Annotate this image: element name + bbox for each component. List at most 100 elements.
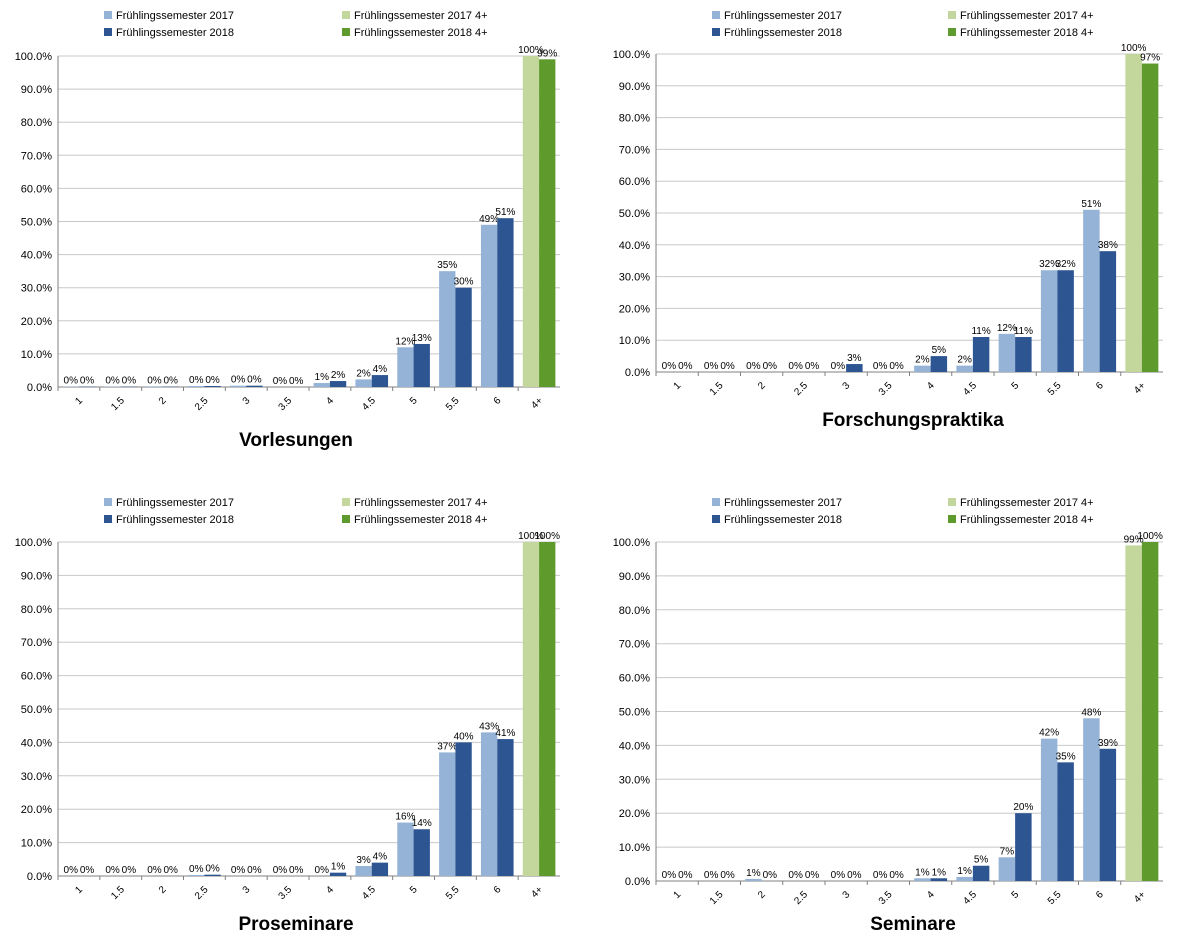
y-tick-label: 60.0% — [619, 673, 650, 685]
data-label: 1% — [957, 866, 972, 877]
data-label: 0% — [678, 870, 693, 881]
y-tick-label: 30.0% — [21, 283, 52, 295]
x-tick-label: 5 — [1010, 380, 1022, 392]
bar-fs2017 — [188, 386, 205, 387]
legend-item-fs2017: Frühlingssemester 2017 — [104, 10, 234, 22]
legend-label: Frühlingssemester 2017 4+ — [960, 497, 1094, 509]
data-label: 0% — [831, 361, 846, 372]
bar-fs2018 — [930, 878, 948, 881]
legend-label: Frühlingssemester 2017 4+ — [354, 10, 488, 22]
legend-item-fs2018-4plus: Frühlingssemester 2018 4+ — [948, 514, 1094, 526]
bar-fs2018 — [455, 742, 472, 876]
x-tick-label: 1 — [672, 380, 684, 392]
data-label: 0% — [662, 870, 677, 881]
legend-item-fs2018: Frühlingssemester 2018 — [712, 27, 842, 39]
legend-label: Frühlingssemester 2017 — [724, 10, 843, 22]
y-tick-label: 40.0% — [619, 240, 650, 252]
data-label: 43% — [479, 721, 499, 732]
data-label: 37% — [437, 741, 457, 752]
data-label: 40% — [454, 731, 474, 742]
data-label: 0% — [720, 870, 735, 881]
data-label: 0% — [164, 376, 179, 387]
data-label: 1% — [746, 868, 761, 879]
y-tick-label: 10.0% — [619, 842, 650, 854]
legend-swatch — [342, 515, 350, 523]
data-label: 30% — [454, 277, 474, 288]
x-tick-label: 2 — [756, 380, 768, 392]
x-tick-label: 1.5 — [708, 380, 726, 398]
bar-fs2017 — [914, 365, 931, 372]
bar-fs2018 — [497, 739, 514, 876]
data-label: 0% — [231, 375, 246, 386]
chart-plot: 0.0% 10.0% 20.0% 30.0% 40.0% 50.0% 60.0% 70.0% 8… — [15, 531, 560, 902]
bar-fs2017 — [1083, 209, 1100, 372]
bar-fs2017 — [229, 385, 247, 387]
bar-fs2018 — [455, 287, 472, 387]
y-tick-label: 70.0% — [21, 150, 52, 162]
chart-panel-vorlesungen: Frühlingssemester 2017 Frühlingssemester… — [0, 0, 590, 469]
y-tick-label: 30.0% — [619, 272, 650, 284]
legend-swatch — [712, 28, 720, 36]
data-label: 99% — [1124, 534, 1144, 545]
y-tick-label: 0.0% — [27, 382, 52, 394]
bar-fs2017-4plus — [1125, 545, 1142, 881]
data-label: 2% — [957, 355, 972, 366]
bar-fs2018 — [1057, 270, 1074, 372]
data-label: 3% — [356, 855, 371, 866]
bar-fs2017 — [998, 333, 1016, 372]
bar-fs2017 — [397, 347, 414, 387]
y-tick-label: 40.0% — [619, 740, 650, 752]
data-label: 0% — [763, 870, 778, 881]
data-label: 1% — [331, 862, 346, 873]
data-label: 100% — [1137, 531, 1163, 542]
y-tick-label: 70.0% — [21, 637, 52, 649]
data-label: 49% — [479, 214, 499, 225]
bar-fs2017 — [355, 379, 372, 387]
data-label: 0% — [662, 361, 677, 372]
data-label: 0% — [720, 361, 735, 372]
data-label: 2% — [356, 368, 371, 379]
bar-fs2017 — [439, 271, 456, 387]
bar-fs2018 — [1015, 337, 1032, 372]
bar-fs2018-4plus — [539, 59, 556, 388]
y-tick-label: 0.0% — [625, 367, 650, 379]
x-tick-label: 2 — [157, 884, 169, 896]
data-label: 0% — [247, 865, 262, 876]
legend-label: Frühlingssemester 2017 4+ — [354, 497, 488, 509]
data-label: 38% — [1098, 240, 1118, 251]
legend-swatch — [948, 515, 956, 523]
data-label: 0% — [189, 864, 204, 875]
y-tick-label: 100.0% — [613, 49, 651, 61]
data-label: 4% — [373, 852, 388, 863]
data-label: 100% — [518, 45, 544, 56]
y-tick-label: 80.0% — [619, 605, 650, 617]
data-label: 51% — [495, 207, 515, 218]
legend-swatch — [342, 498, 350, 506]
y-tick-label: 50.0% — [21, 704, 52, 716]
data-label: 32% — [1039, 259, 1059, 270]
x-tick-label: 4.5 — [961, 889, 979, 907]
bar-fs2017-4plus — [522, 56, 540, 387]
x-tick-label: 5 — [1010, 889, 1022, 901]
data-label: 0% — [231, 865, 246, 876]
data-label: 0% — [105, 865, 120, 876]
data-label: 0% — [64, 376, 79, 387]
data-label: 32% — [1056, 259, 1076, 270]
chart-plot: 0.0% 10.0% 20.0% 30.0% 40.0% 50.0% 60.0% 70.0% 8… — [613, 531, 1163, 907]
bar-fs2018-4plus — [1141, 542, 1159, 881]
data-label: 100% — [518, 531, 544, 542]
data-label: 0% — [831, 870, 846, 881]
legend-swatch — [712, 11, 720, 19]
y-tick-label: 10.0% — [619, 335, 650, 347]
legend-swatch — [712, 498, 720, 506]
legend-swatch — [104, 28, 112, 36]
data-label: 48% — [1081, 707, 1101, 718]
bar-fs2017 — [956, 365, 973, 372]
x-tick-label: 1.5 — [708, 889, 726, 907]
data-label: 0% — [889, 870, 904, 881]
chart-panel-forschungspraktika: Frühlingssemester 2017 Frühlingssemester… — [590, 0, 1181, 469]
data-label: 0% — [147, 865, 162, 876]
x-tick-label: 1.5 — [109, 395, 127, 413]
x-tick-label: 6 — [1094, 889, 1106, 901]
y-tick-label: 100.0% — [15, 537, 53, 549]
